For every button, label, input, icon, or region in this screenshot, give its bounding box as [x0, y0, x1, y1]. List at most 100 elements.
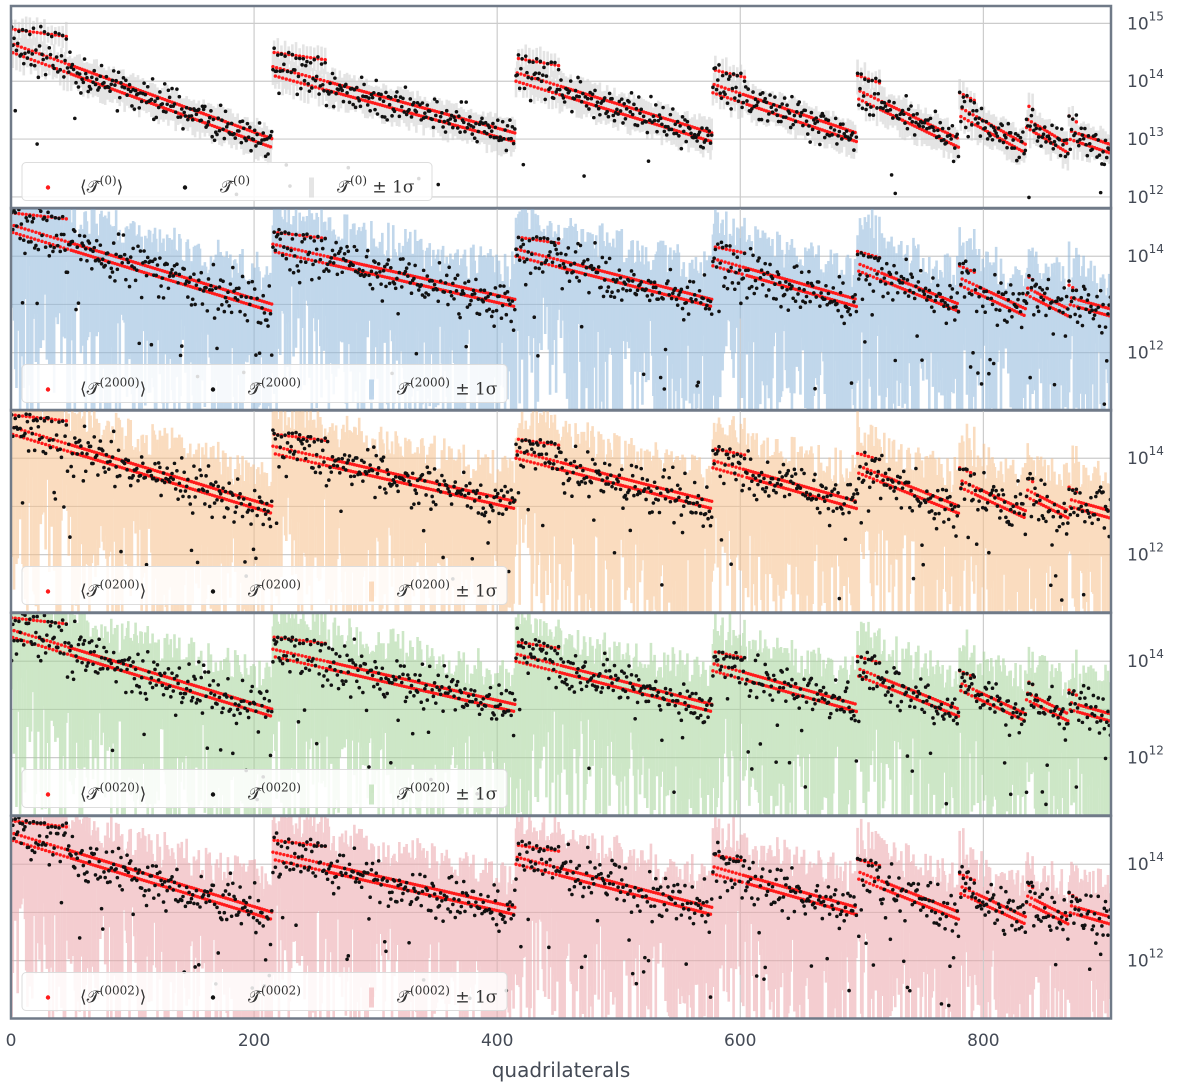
- mean-point: [728, 72, 732, 76]
- sample-point: [215, 132, 219, 137]
- sample-point: [1033, 123, 1037, 127]
- sample-point: [316, 55, 320, 59]
- mean-point: [302, 256, 307, 261]
- mean-point: [739, 74, 743, 79]
- sample-point: [164, 110, 168, 114]
- sample-point: [397, 270, 402, 275]
- sample-point: [357, 267, 362, 272]
- mean-point: [56, 237, 60, 241]
- sample-point: [511, 328, 516, 332]
- sample-point: [874, 76, 878, 81]
- sample-point: [946, 126, 951, 131]
- sample-point: [58, 249, 63, 254]
- sample-point: [745, 99, 749, 103]
- mean-point: [313, 85, 318, 89]
- sample-point: [327, 92, 331, 96]
- sample-point: [274, 69, 279, 73]
- sample-point: [431, 125, 436, 130]
- sample-point: [488, 292, 493, 296]
- sample-point: [351, 102, 355, 107]
- sample-point: [707, 129, 712, 133]
- sample-point: [779, 119, 783, 124]
- sample-point: [538, 59, 543, 64]
- mean-point: [1034, 131, 1038, 136]
- sample-point: [289, 248, 293, 253]
- sample-point: [909, 104, 913, 108]
- sample-point: [775, 113, 780, 118]
- sample-point: [385, 262, 389, 266]
- sample-point: [485, 131, 489, 136]
- sample-point: [145, 84, 150, 89]
- mean-point: [1064, 141, 1069, 146]
- mean-point: [519, 248, 523, 252]
- mean-point: [968, 268, 973, 273]
- sample-point: [713, 66, 718, 70]
- sample-point: [257, 351, 262, 356]
- sample-point: [442, 290, 447, 294]
- sample-point: [390, 114, 394, 118]
- mean-point: [59, 60, 64, 64]
- sample-point: [83, 247, 88, 251]
- sample-point: [239, 294, 244, 299]
- sample-point: [666, 124, 670, 129]
- sample-point: [404, 266, 409, 271]
- mean-point: [860, 99, 865, 103]
- sample-point: [679, 146, 684, 151]
- sample-point: [143, 92, 148, 97]
- sample-point: [272, 46, 276, 50]
- sample-point: [938, 120, 943, 125]
- sample-point: [1074, 113, 1079, 117]
- sample-point: [82, 57, 87, 61]
- sample-point: [99, 63, 104, 68]
- sample-point: [396, 312, 400, 316]
- mean-point: [1068, 137, 1072, 142]
- sample-point: [245, 318, 250, 323]
- panel-T(0): 1012 1013 1014 1015 ⟨𝒯̂(0)⟩ 𝒯̂(0) 𝒯̂(0) ± 1σ: [9, 4, 1164, 210]
- mean-point: [1056, 145, 1060, 149]
- mean-point: [955, 301, 959, 306]
- sample-point: [160, 276, 165, 280]
- sample-point: [480, 116, 484, 121]
- sample-point: [463, 281, 467, 285]
- sample-point: [836, 134, 840, 138]
- sample-point: [1096, 138, 1101, 142]
- sample-point: [210, 288, 214, 292]
- sample-point: [481, 299, 486, 304]
- sample-point: [240, 274, 245, 279]
- sample-point: [449, 293, 454, 298]
- mean-point: [532, 85, 536, 89]
- mean-point: [1063, 149, 1068, 154]
- mean-point: [293, 247, 297, 251]
- sample-point: [658, 116, 663, 121]
- sample-point: [520, 56, 524, 61]
- sample-point: [226, 122, 230, 126]
- mean-point: [861, 264, 866, 268]
- sample-point: [513, 127, 517, 131]
- sample-point: [1070, 117, 1075, 121]
- mean-point: [272, 50, 276, 55]
- sample-point: [244, 295, 248, 300]
- mean-point: [522, 73, 527, 77]
- sample-point: [791, 122, 795, 127]
- sample-point: [1050, 123, 1054, 128]
- sample-point: [601, 98, 606, 103]
- sample-point: [720, 73, 725, 78]
- sample-point: [308, 60, 313, 65]
- sample-point: [577, 94, 582, 99]
- sample-point: [799, 110, 804, 115]
- sample-point: [317, 276, 321, 280]
- sample-point: [430, 279, 434, 283]
- legend: ⟨𝒯̂(0)⟩ 𝒯̂(0) 𝒯̂(0) ± 1σ: [21, 162, 433, 201]
- sample-point: [1055, 126, 1059, 130]
- sample-point: [438, 114, 443, 119]
- mean-point: [727, 261, 731, 265]
- sample-point: [1024, 117, 1029, 122]
- sample-point: [460, 289, 465, 293]
- mean-point: [859, 74, 863, 79]
- sample-point: [782, 96, 787, 100]
- sample-point: [231, 265, 235, 270]
- error-bands: [11, 16, 1111, 171]
- legend-band-marker: [309, 177, 314, 198]
- sample-point: [498, 135, 503, 139]
- sample-point: [739, 71, 743, 76]
